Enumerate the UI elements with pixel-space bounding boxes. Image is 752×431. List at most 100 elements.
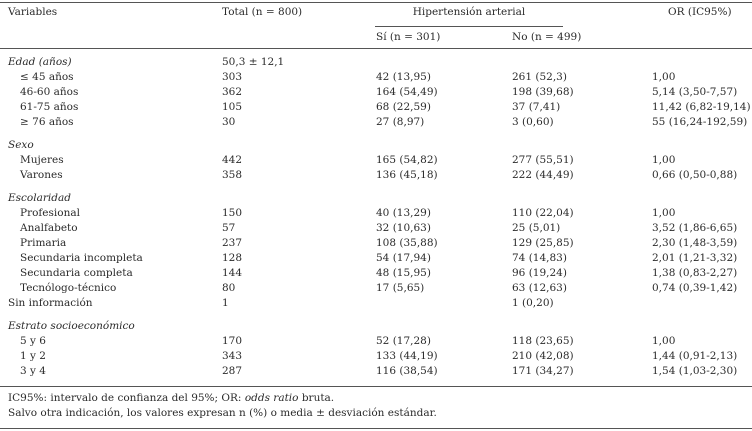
cell: 27 (8,97): [376, 116, 425, 128]
cell: 105: [222, 101, 243, 113]
rule: [375, 26, 563, 27]
cell: 128: [222, 252, 243, 264]
cell: 30: [222, 116, 236, 128]
footnote: IC95%: intervalo de confianza del 95%; O…: [8, 392, 334, 405]
cell: 1,00: [652, 154, 676, 166]
header: No (n = 499): [512, 31, 582, 43]
cell: 136 (45,18): [376, 169, 438, 181]
row-label: Mujeres: [20, 154, 64, 166]
row-label: 46-60 años: [20, 86, 79, 98]
footnote-part: odds ratio: [244, 392, 299, 404]
cell: 110 (22,04): [512, 207, 574, 219]
cell: 442: [222, 154, 243, 166]
row-label: 61-75 años: [20, 101, 79, 113]
cell: 50,3 ± 12,1: [222, 56, 285, 68]
cell: 210 (42,08): [512, 350, 574, 362]
cell: 42 (13,95): [376, 71, 431, 83]
row-label: Secundaria completa: [20, 267, 133, 279]
header: OR (IC95%): [668, 6, 732, 18]
cell: 165 (54,82): [376, 154, 438, 166]
cell: 261 (52,3): [512, 71, 567, 83]
cell: 32 (10,63): [376, 222, 431, 234]
cell: 1,38 (0,83-2,27): [652, 267, 738, 279]
cell: 164 (54,49): [376, 86, 438, 98]
rule: [0, 2, 752, 3]
row-label: Primaria: [20, 237, 67, 249]
cell: 52 (17,28): [376, 335, 431, 347]
cell: 55 (16,24-192,59): [652, 116, 748, 128]
row-label: Sin información: [8, 297, 93, 309]
cell: 1,00: [652, 71, 676, 83]
row-label: ≤ 45 años: [20, 71, 74, 83]
header: Hipertensión arterial: [412, 6, 526, 18]
cell: 3,52 (1,86-6,65): [652, 222, 738, 234]
cell: 287: [222, 365, 243, 377]
section-label: Sexo: [8, 139, 34, 151]
cell: 74 (14,83): [512, 252, 567, 264]
row-label: Secundaria incompleta: [20, 252, 143, 264]
cell: 237: [222, 237, 243, 249]
row-label: ≥ 76 años: [20, 116, 74, 128]
row-label: 1 y 2: [20, 350, 46, 362]
footnote-part: bruta.: [298, 392, 335, 404]
cell: 1,00: [652, 207, 676, 219]
footnote-part: Salvo otra indicación, los valores expre…: [8, 407, 437, 419]
cell: 63 (12,63): [512, 282, 567, 294]
cell: 2,30 (1,48-3,59): [652, 237, 738, 249]
rule: [0, 48, 752, 49]
cell: 133 (44,19): [376, 350, 438, 362]
cell: 17 (5,65): [376, 282, 425, 294]
cell: 0,66 (0,50-0,88): [652, 169, 738, 181]
cell: 277 (55,51): [512, 154, 574, 166]
cell: 108 (35,88): [376, 237, 438, 249]
row-label: Profesional: [20, 207, 80, 219]
header: Variables: [8, 6, 58, 18]
cell: 68 (22,59): [376, 101, 431, 113]
cell: 54 (17,94): [376, 252, 431, 264]
cell: 144: [222, 267, 243, 279]
cell: 1,44 (0,91-2,13): [652, 350, 738, 362]
footnote: Salvo otra indicación, los valores expre…: [8, 407, 437, 420]
section-label: Estrato socioeconómico: [8, 320, 135, 332]
footnote-part: IC95%: intervalo de confianza del 95%; O…: [8, 392, 245, 404]
row-label: Varones: [20, 169, 63, 181]
cell: 2,01 (1,21-3,32): [652, 252, 738, 264]
row-label: 3 y 4: [20, 365, 46, 377]
cell: 303: [222, 71, 243, 83]
rule: [0, 386, 752, 387]
cell: 1,54 (1,03-2,30): [652, 365, 738, 377]
cell: 96 (19,24): [512, 267, 567, 279]
cell: 3 (0,60): [512, 116, 554, 128]
row-label: Analfabeto: [20, 222, 78, 234]
cell: 25 (5,01): [512, 222, 561, 234]
cell: 0,74 (0,39-1,42): [652, 282, 738, 294]
row-label: 5 y 6: [20, 335, 46, 347]
cell: 1,00: [652, 335, 676, 347]
header: Sí (n = 301): [376, 31, 441, 43]
cell: 37 (7,41): [512, 101, 561, 113]
cell: 11,42 (6,82-19,14): [652, 101, 751, 113]
cell: 5,14 (3,50-7,57): [652, 86, 738, 98]
cell: 57: [222, 222, 236, 234]
cell: 150: [222, 207, 243, 219]
cell: 118 (23,65): [512, 335, 574, 347]
cell: 171 (34,27): [512, 365, 574, 377]
cell: 343: [222, 350, 243, 362]
cell: 222 (44,49): [512, 169, 574, 181]
cell: 1 (0,20): [512, 297, 554, 309]
cell: 80: [222, 282, 236, 294]
cell: 1: [222, 297, 229, 309]
cell: 40 (13,29): [376, 207, 431, 219]
section-label: Escolaridad: [8, 192, 71, 204]
cell: 129 (25,85): [512, 237, 574, 249]
cell: 170: [222, 335, 243, 347]
header: Total (n = 800): [222, 6, 303, 18]
rule: [0, 428, 752, 429]
cell: 116 (38,54): [376, 365, 438, 377]
cell: 198 (39,68): [512, 86, 574, 98]
cell: 358: [222, 169, 243, 181]
row-label: Tecnólogo-técnico: [20, 282, 117, 294]
cell: 48 (15,95): [376, 267, 431, 279]
section-label: Edad (años): [8, 56, 72, 68]
